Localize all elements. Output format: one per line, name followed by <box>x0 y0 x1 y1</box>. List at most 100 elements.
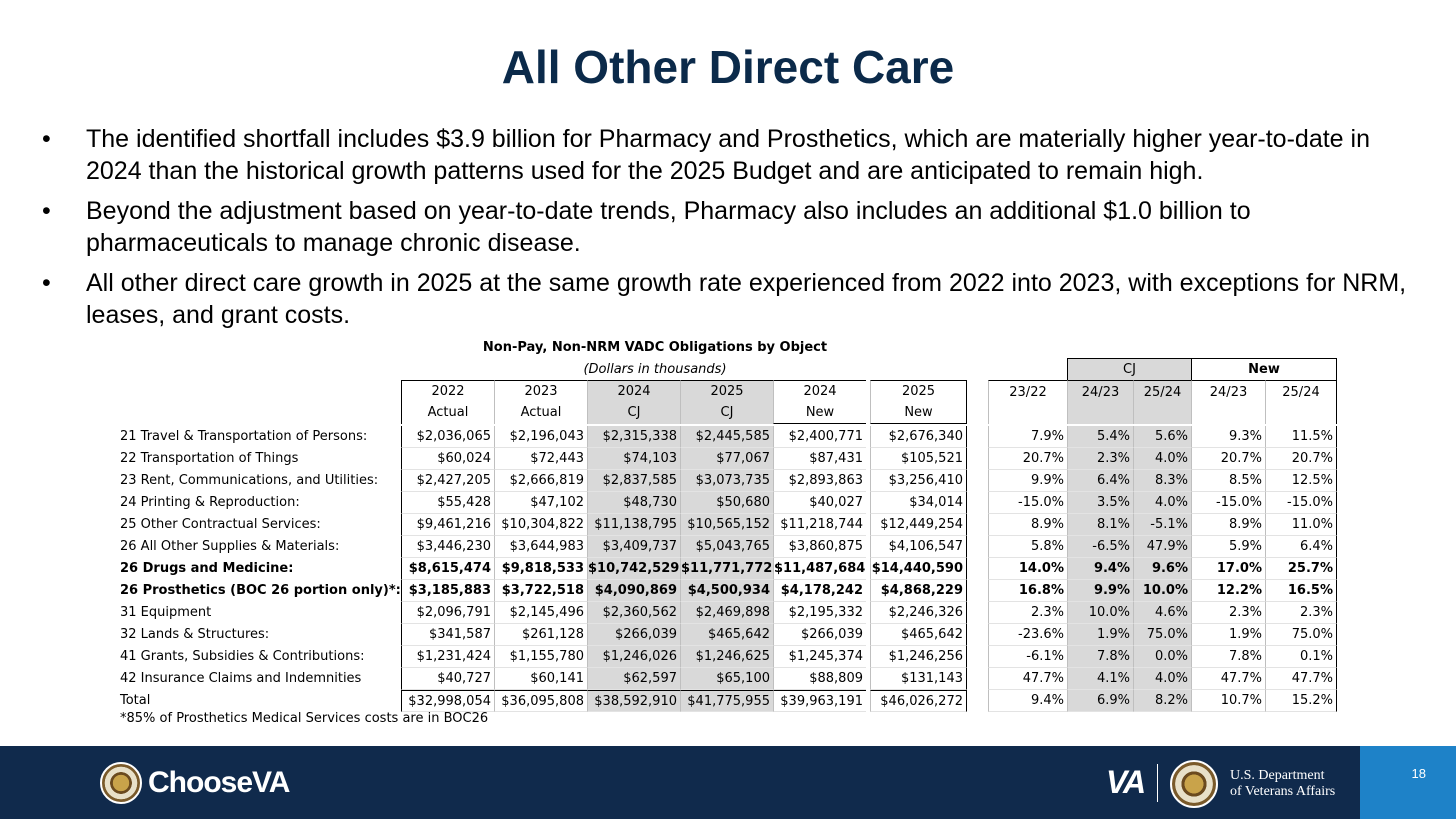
bullet-item: • The identified shortfall includes $3.9 … <box>40 123 1430 187</box>
table-cell-value: $2,469,898 <box>680 602 773 624</box>
bullet-text: All other direct care growth in 2025 at … <box>86 269 1407 329</box>
table-cell-value: $3,860,875 <box>773 536 866 558</box>
table-cell-pct: -23.6% <box>988 624 1067 646</box>
table-cell-value: $8,615,474 <box>401 558 494 580</box>
table-cell-pct: 12.2% <box>1191 580 1265 602</box>
table-cell-value: $47,102 <box>494 492 587 514</box>
pct-column-header: 23/22 <box>988 380 1067 424</box>
table-footnote: *85% of Prosthetics Medical Services cos… <box>120 711 489 726</box>
row-label: 23 Rent, Communications, and Utilities: <box>120 473 379 488</box>
column-header-year: 2024 <box>587 380 680 402</box>
page-number: 18 <box>1411 766 1426 781</box>
table-cell-pct: 4.0% <box>1133 668 1191 690</box>
table-cell-value: $65,100 <box>680 668 773 690</box>
table-cell-pct: 3.5% <box>1067 492 1133 514</box>
table-cell-value: $10,742,529 <box>587 558 680 580</box>
row-label: 32 Lands & Structures: <box>120 627 270 642</box>
table-cell-value: $11,218,744 <box>773 514 866 536</box>
table-cell-value: $465,642 <box>680 624 773 646</box>
table-cell-pct: 6.4% <box>1067 470 1133 492</box>
row-label: Total <box>120 693 151 708</box>
table-cell-value: $3,073,735 <box>680 470 773 492</box>
table-cell-value: $1,155,780 <box>494 646 587 668</box>
table-cell-value: $2,676,340 <box>870 426 967 448</box>
table-cell-pct: 2.3% <box>1067 448 1133 470</box>
pct-column-header: 24/23 <box>1067 380 1133 424</box>
table-cell-value: $40,027 <box>773 492 866 514</box>
department-line-2: of Veterans Affairs <box>1230 784 1336 799</box>
table-cell-value: $1,231,424 <box>401 646 494 668</box>
table-cell-value: $2,427,205 <box>401 470 494 492</box>
table-cell-value: $9,818,533 <box>494 558 587 580</box>
row-label: 31 Equipment <box>120 605 212 620</box>
pct-column-header: 25/24 <box>1265 380 1337 424</box>
table-cell-value: $2,315,338 <box>587 426 680 448</box>
table-cell-pct: 17.0% <box>1191 558 1265 580</box>
footer-band: ChooseVA VA U.S. Department of Veterans … <box>0 746 1456 819</box>
bullet-list: • The identified shortfall includes $3.9 … <box>40 123 1430 339</box>
table-cell-value: $2,196,043 <box>494 426 587 448</box>
table-cell-pct: 9.4% <box>988 690 1067 712</box>
table-cell-pct: 47.7% <box>988 668 1067 690</box>
table-cell-pct: 20.7% <box>1265 448 1337 470</box>
table-cell-value: $266,039 <box>587 624 680 646</box>
table-cell-pct: 4.0% <box>1133 448 1191 470</box>
table-cell-value: $12,449,254 <box>870 514 967 536</box>
table-cell-value: $5,043,765 <box>680 536 773 558</box>
table-cell-value: $2,400,771 <box>773 426 866 448</box>
table-cell-pct: 9.3% <box>1191 426 1265 448</box>
table-cell-pct: -15.0% <box>1191 492 1265 514</box>
table-cell-pct: 11.5% <box>1265 426 1337 448</box>
va-logo: VA <box>1106 764 1146 800</box>
table-cell-pct: 8.9% <box>1191 514 1265 536</box>
bullet-text: The identified shortfall includes $3.9 b… <box>86 125 1370 185</box>
table-cell-pct: 7.8% <box>1191 646 1265 668</box>
table-cell-value: $55,428 <box>401 492 494 514</box>
table-cell-pct: 47.7% <box>1265 668 1337 690</box>
table-cell-value: $4,106,547 <box>870 536 967 558</box>
table-cell-pct: 8.2% <box>1133 690 1191 712</box>
column-header-type: Actual <box>401 402 494 424</box>
table-cell-value: $36,095,808 <box>494 690 587 712</box>
table-cell-pct: 7.8% <box>1067 646 1133 668</box>
table-cell-pct: 7.9% <box>988 426 1067 448</box>
row-label: 42 Insurance Claims and Indemnities <box>120 671 362 686</box>
bullet-marker: • <box>42 269 51 297</box>
table-cell-value: $48,730 <box>587 492 680 514</box>
table-cell-pct: 5.6% <box>1133 426 1191 448</box>
table-cell-value: $88,809 <box>773 668 866 690</box>
pct-column-header: 25/24 <box>1133 380 1191 424</box>
table-cell-value: $1,246,256 <box>870 646 967 668</box>
table-cell-pct: 10.7% <box>1191 690 1265 712</box>
table-cell-value: $9,461,216 <box>401 514 494 536</box>
table-cell-value: $11,771,772 <box>680 558 773 580</box>
row-label: 26 All Other Supplies & Materials: <box>120 539 340 554</box>
column-header-type: CJ <box>587 402 680 424</box>
table-cell-value: $34,014 <box>870 492 967 514</box>
table-cell-pct: -6.1% <box>988 646 1067 668</box>
department-name: U.S. Department of Veterans Affairs <box>1230 768 1335 800</box>
table-cell-pct: 12.5% <box>1265 470 1337 492</box>
table-cell-value: $87,431 <box>773 448 866 470</box>
table-cell-pct: 6.9% <box>1067 690 1133 712</box>
table-cell-value: $2,145,496 <box>494 602 587 624</box>
department-seal-icon <box>1170 760 1218 808</box>
table-cell-pct: 5.8% <box>988 536 1067 558</box>
column-header-year: 2022 <box>401 380 494 402</box>
table-cell-value: $3,185,883 <box>401 580 494 602</box>
table-cell-pct: 1.9% <box>1191 624 1265 646</box>
table-cell-pct: 6.4% <box>1265 536 1337 558</box>
table-cell-pct: 14.0% <box>988 558 1067 580</box>
table-cell-pct: 15.2% <box>1265 690 1337 712</box>
table-cell-value: $2,036,065 <box>401 426 494 448</box>
table-cell-pct: 8.9% <box>988 514 1067 536</box>
table-cell-value: $4,178,242 <box>773 580 866 602</box>
bullet-marker: • <box>42 125 51 153</box>
table-cell-value: $62,597 <box>587 668 680 690</box>
row-label: 21 Travel & Transportation of Persons: <box>120 429 368 444</box>
department-line-1: U.S. Department <box>1230 768 1325 783</box>
bullet-item: • All other direct care growth in 2025 at… <box>40 267 1430 331</box>
table-cell-value: $14,440,590 <box>870 558 967 580</box>
table-cell-value: $266,039 <box>773 624 866 646</box>
table-cell-value: $4,090,869 <box>587 580 680 602</box>
